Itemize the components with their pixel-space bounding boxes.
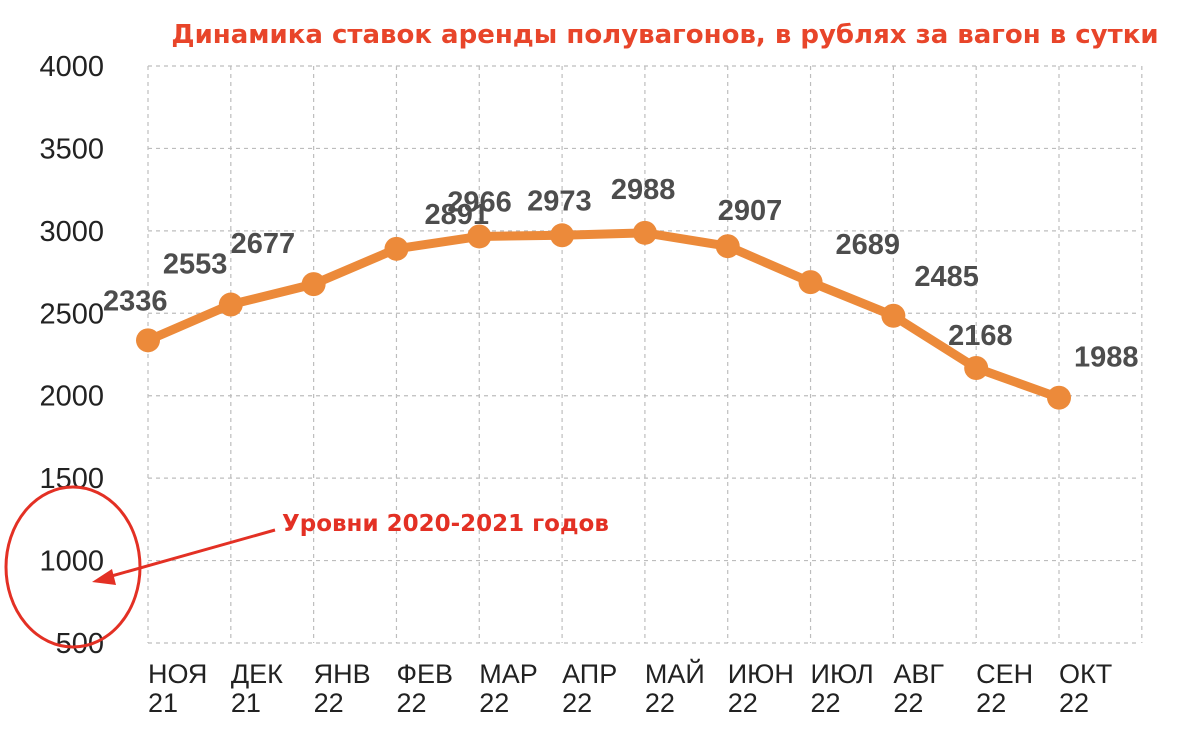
data-label: 2988 <box>611 174 676 206</box>
x-tick-label-month: МАЙ <box>645 658 705 689</box>
x-tick-label-year: 21 <box>231 688 261 718</box>
annotation-arrow <box>107 528 276 579</box>
x-tick-label-year: 22 <box>811 688 841 718</box>
data-label: 2973 <box>527 185 592 217</box>
chart-title: Динамика ставок аренды полувагонов, в ру… <box>171 20 1158 50</box>
data-label: 1988 <box>1074 342 1139 374</box>
x-tick-label-month: СЕН <box>976 659 1033 689</box>
y-tick-label: 3000 <box>39 216 104 248</box>
data-label: 2553 <box>163 249 228 281</box>
x-tick-label-month: ОКТ <box>1059 659 1112 689</box>
series-line-path <box>143 228 1064 403</box>
x-tick-label-month: ЯНВ <box>314 659 371 689</box>
y-tick-label: 1000 <box>39 546 104 578</box>
data-label: 2485 <box>914 261 979 293</box>
x-tick-label-month: АВГ <box>893 659 944 689</box>
data-label: 2677 <box>231 228 296 260</box>
x-tick-label-month: ФЕВ <box>396 659 453 689</box>
data-point <box>384 236 409 261</box>
x-tick-label-month: ИЮН <box>728 659 794 689</box>
data-label: 2891 <box>424 199 489 231</box>
data-point <box>550 223 575 248</box>
data-point <box>136 328 160 353</box>
data-point <box>632 220 657 245</box>
x-tick-label-month: НОЯ <box>148 659 207 689</box>
data-point <box>301 272 326 297</box>
x-tick-label-year: 22 <box>314 688 344 718</box>
data-label: 2907 <box>718 195 783 227</box>
data-label: 2689 <box>836 229 901 261</box>
grid-lines <box>147 65 1143 644</box>
data-point <box>715 234 740 259</box>
x-tick-label-year: 22 <box>479 688 509 718</box>
data-point <box>467 224 492 249</box>
y-tick-label: 2000 <box>39 381 104 413</box>
x-tick-label-year: 22 <box>1059 688 1089 718</box>
data-point <box>798 270 823 295</box>
data-label: 2966 <box>447 186 512 218</box>
x-tick-label-month: АПР <box>562 659 617 689</box>
x-axis: НОЯ21ДЕК21ЯНВ22ФЕВ22МАР22АПР22МАЙ22ИЮН22… <box>148 658 1112 718</box>
y-tick-label: 500 <box>56 628 104 660</box>
x-tick-label-year: 22 <box>728 688 758 718</box>
x-tick-label-year: 21 <box>148 688 178 718</box>
x-tick-label-year: 22 <box>645 688 675 718</box>
annotation: Уровни 2020-2021 годов <box>4 485 609 649</box>
data-point <box>881 303 906 328</box>
series-line <box>136 220 1071 410</box>
y-tick-label: 3500 <box>39 133 104 165</box>
y-tick-label: 4000 <box>39 51 104 83</box>
data-label: 2336 <box>103 285 168 317</box>
data-label: 2168 <box>948 320 1013 352</box>
data-point <box>218 292 243 317</box>
x-tick-label-year: 22 <box>893 688 923 718</box>
x-tick-label-month: ИЮЛ <box>811 659 874 689</box>
y-tick-label: 2500 <box>39 298 104 330</box>
x-tick-label-month: ДЕК <box>231 659 283 689</box>
x-tick-label-year: 22 <box>976 688 1006 718</box>
x-tick-label-year: 22 <box>396 688 426 718</box>
annotation-text: Уровни 2020-2021 годов <box>282 511 609 537</box>
x-tick-label-year: 22 <box>562 688 592 718</box>
data-point <box>964 356 989 381</box>
x-tick-label-month: МАР <box>479 659 538 689</box>
data-point <box>1047 385 1071 410</box>
annotation-arrowhead <box>92 569 116 585</box>
